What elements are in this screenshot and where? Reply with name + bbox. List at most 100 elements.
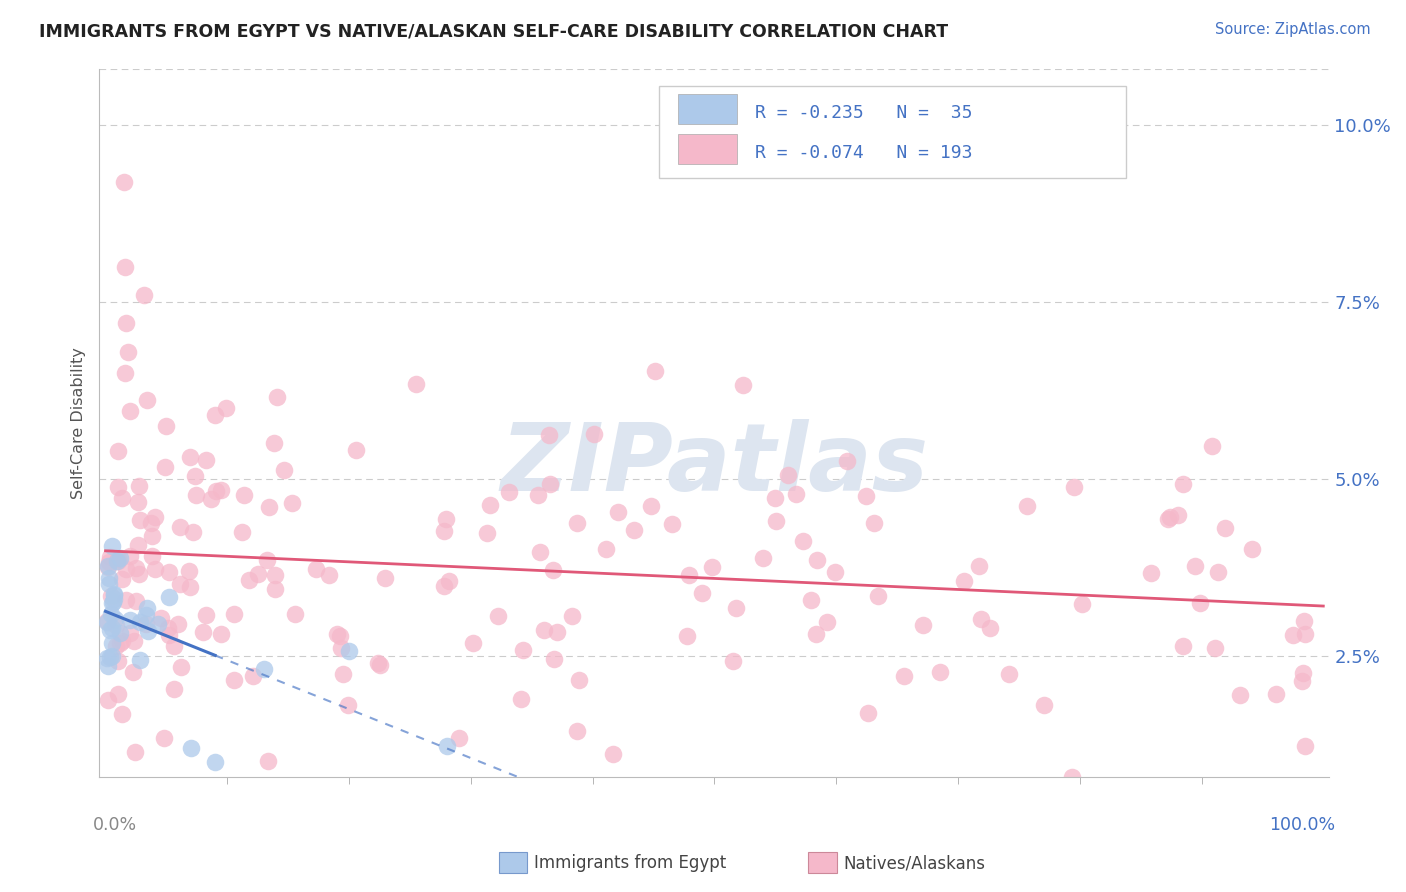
Text: R = -0.074   N = 193: R = -0.074 N = 193 [755, 145, 973, 162]
Point [103, 588, 125, 602]
Point [105, 640, 128, 654]
Point [1282, 628, 1305, 642]
Point [127, 538, 149, 552]
Point [661, 517, 683, 532]
Point [135, 607, 157, 622]
Point [595, 542, 617, 557]
Point [329, 629, 352, 643]
Point [486, 609, 509, 624]
FancyBboxPatch shape [678, 94, 737, 124]
Point [108, 550, 131, 565]
Point [912, 617, 935, 632]
Point [582, 426, 605, 441]
Point [1294, 739, 1316, 754]
Point [318, 568, 340, 582]
Point [273, 463, 295, 477]
Point [778, 467, 800, 482]
Point [169, 520, 191, 534]
Point [195, 453, 218, 467]
Point [367, 657, 389, 671]
Point [863, 516, 886, 530]
Point [540, 476, 562, 491]
Point [157, 622, 180, 636]
Point [111, 706, 134, 721]
Text: 0.0%: 0.0% [93, 815, 138, 833]
Text: Natives/Alaskans: Natives/Alaskans [844, 855, 986, 872]
Point [135, 617, 157, 632]
Point [953, 574, 976, 588]
Point [224, 673, 246, 687]
Point [434, 511, 457, 525]
Point [1294, 627, 1316, 641]
Point [107, 480, 129, 494]
Point [150, 611, 173, 625]
Point [118, 626, 141, 640]
Point [970, 612, 993, 626]
Point [733, 378, 755, 392]
Point [1184, 559, 1206, 574]
Point [1157, 511, 1180, 525]
Point [751, 551, 773, 566]
Point [115, 562, 138, 576]
Point [561, 608, 583, 623]
Point [700, 560, 723, 574]
Point [436, 739, 458, 754]
Point [1060, 770, 1083, 784]
Point [478, 498, 501, 512]
Point [98, 549, 121, 564]
Point [143, 562, 166, 576]
Point [103, 592, 125, 607]
Point [120, 613, 142, 627]
Point [529, 545, 551, 559]
Point [166, 617, 188, 632]
Point [118, 549, 141, 564]
Point [98, 571, 121, 585]
Point [1015, 499, 1038, 513]
Point [103, 612, 125, 626]
Point [928, 665, 950, 680]
Point [101, 595, 124, 609]
Point [855, 489, 877, 503]
Point [97, 555, 120, 569]
Point [170, 659, 193, 673]
Point [281, 496, 304, 510]
Point [194, 607, 217, 622]
Point [124, 745, 146, 759]
Point [103, 587, 125, 601]
Point [100, 589, 122, 603]
Point [141, 529, 163, 543]
Point [1292, 666, 1315, 681]
Point [233, 488, 256, 502]
Point [139, 516, 162, 530]
FancyBboxPatch shape [678, 135, 737, 164]
Point [510, 692, 533, 706]
Point [128, 566, 150, 581]
Point [979, 621, 1001, 635]
Point [1070, 597, 1092, 611]
Point [1264, 687, 1286, 701]
Point [266, 390, 288, 404]
Point [866, 589, 889, 603]
Point [204, 756, 226, 770]
Point [858, 706, 880, 720]
Point [344, 443, 367, 458]
Point [806, 553, 828, 567]
Point [125, 594, 148, 608]
Point [121, 665, 143, 680]
Point [163, 640, 186, 654]
Point [1032, 698, 1054, 713]
Point [640, 499, 662, 513]
Point [135, 601, 157, 615]
Point [117, 344, 139, 359]
Point [512, 643, 534, 657]
Point [1291, 674, 1313, 689]
Point [238, 574, 260, 588]
Point [120, 403, 142, 417]
Point [157, 565, 180, 579]
Point [135, 392, 157, 407]
Point [124, 561, 146, 575]
Point [405, 377, 427, 392]
Point [111, 572, 134, 586]
Point [792, 533, 814, 548]
Point [231, 524, 253, 539]
